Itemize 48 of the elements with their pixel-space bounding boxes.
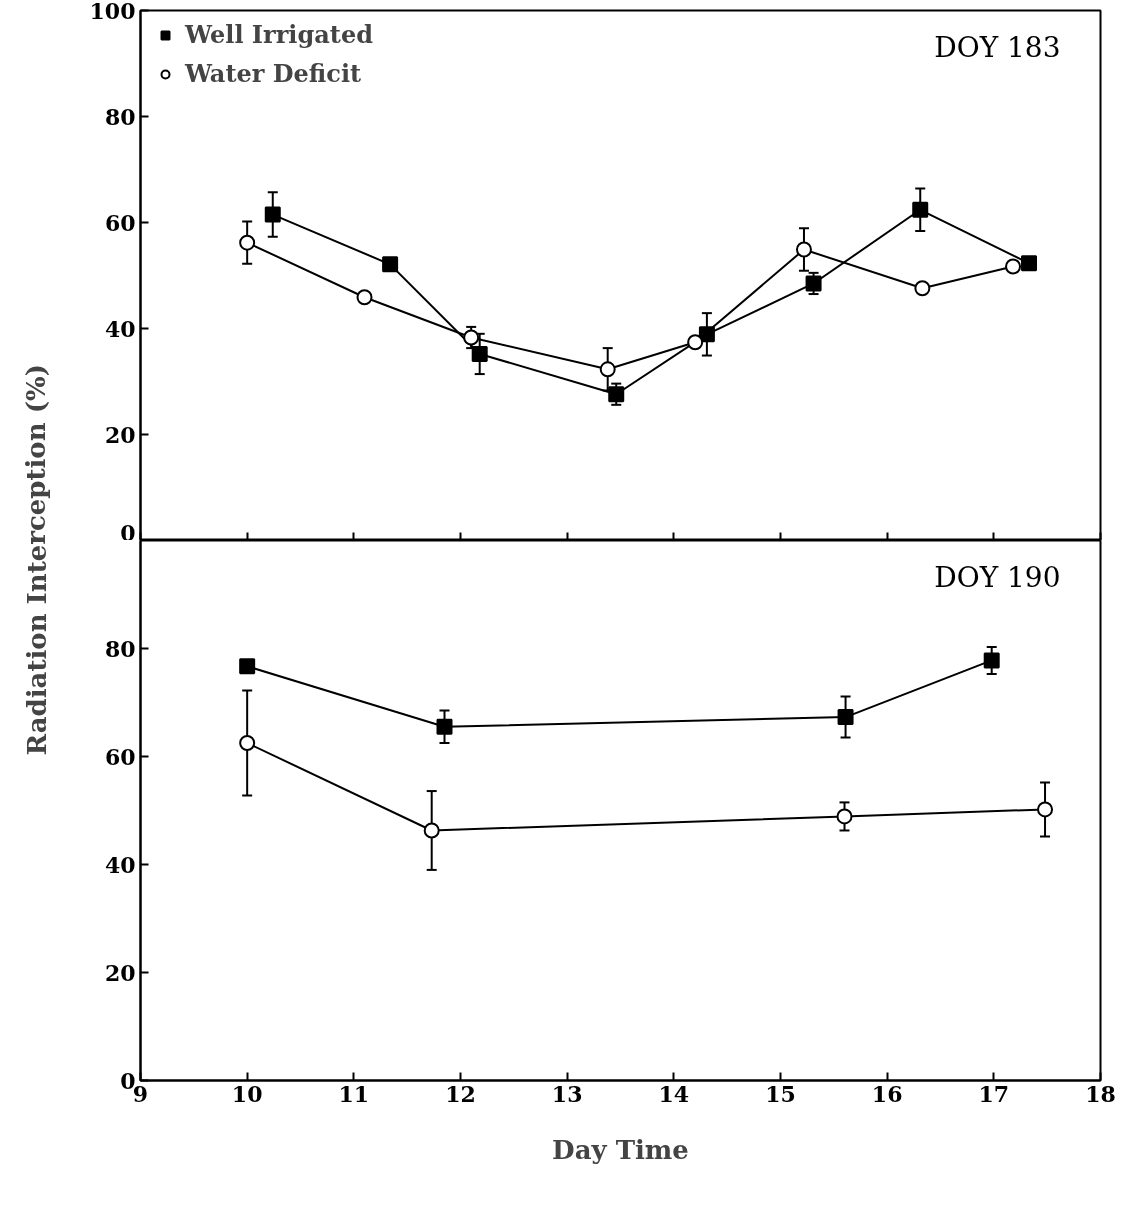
- y-tick-label: 100: [89, 0, 136, 24]
- x-axis-title: Day Time: [552, 1134, 689, 1165]
- point: [471, 345, 488, 362]
- x-tick-label: 18: [1085, 1080, 1116, 1107]
- point: [1021, 255, 1038, 272]
- point: [805, 275, 822, 292]
- point: [599, 361, 616, 378]
- point: [382, 256, 399, 273]
- point: [608, 386, 625, 403]
- y-tick-label: 20: [104, 421, 136, 448]
- x-tick-label: 16: [871, 1080, 903, 1107]
- point: [423, 822, 440, 839]
- point: [914, 280, 931, 297]
- x-tick-label: 15: [765, 1080, 796, 1107]
- x-tick-label: 13: [551, 1080, 583, 1107]
- x-tick-label: 12: [445, 1080, 476, 1107]
- y-tick-label: 40: [104, 851, 136, 878]
- point: [239, 234, 256, 251]
- annotation: DOY 183: [934, 30, 1061, 64]
- point: [912, 201, 929, 218]
- y-tick-label: 60: [104, 209, 136, 236]
- point: [983, 652, 1000, 669]
- legend-label: Water Deficit: [185, 59, 362, 88]
- point: [436, 718, 453, 735]
- x-tick-label: 14: [658, 1080, 690, 1107]
- y-tick-label: 40: [104, 315, 136, 342]
- x-tick-label: 10: [231, 1080, 263, 1107]
- legend-label: Well Irrigated: [185, 20, 373, 49]
- y-tick-label: 80: [104, 103, 136, 130]
- annotation: DOY 190: [934, 560, 1061, 594]
- point: [1037, 801, 1054, 818]
- point: [795, 241, 812, 258]
- y-tick-label: 60: [104, 743, 136, 770]
- x-tick-label: 11: [338, 1080, 370, 1107]
- point: [356, 289, 373, 306]
- point: [837, 709, 854, 726]
- x-tick-label: 17: [978, 1080, 1010, 1107]
- point: [463, 329, 480, 346]
- point: [836, 808, 853, 825]
- y-tick-label: 80: [104, 635, 136, 662]
- point: [239, 735, 256, 751]
- point: [1005, 258, 1022, 275]
- y-tick-label: 0: [120, 519, 136, 546]
- point: [239, 658, 256, 675]
- point: [264, 206, 281, 223]
- y-axis-title: Radiation Interception (%): [21, 364, 52, 756]
- y-tick-label: 20: [104, 959, 136, 986]
- point: [687, 334, 704, 351]
